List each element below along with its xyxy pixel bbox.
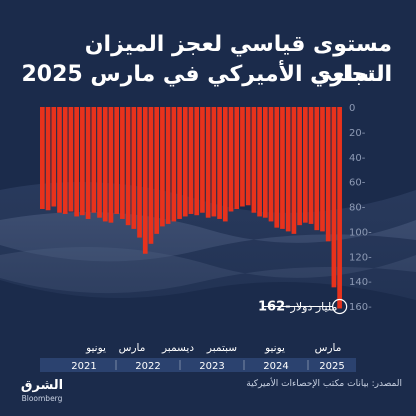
bar: [114, 107, 120, 214]
bar: [171, 107, 177, 222]
bar: [308, 107, 314, 224]
bar: [102, 107, 108, 222]
bar: [291, 107, 297, 234]
bar: [85, 107, 91, 219]
chart-title-line1: مستوى قياسي لعجز الميزان التجاري: [84, 32, 392, 87]
bar: [45, 107, 51, 211]
bar: [257, 107, 262, 217]
logo-arabic: الشرق: [20, 378, 64, 393]
bar: [177, 107, 182, 219]
year-label: 2023: [199, 361, 224, 372]
bar: [251, 107, 257, 213]
bar: [51, 107, 57, 207]
bar: [74, 107, 79, 217]
bar: [285, 107, 291, 232]
bar: [211, 107, 217, 217]
bar: [337, 107, 342, 309]
bar: [160, 107, 165, 227]
month-label: مارس: [119, 342, 146, 354]
source-note: المصدر: بيانات مكتب الإحصاءات الأميركية: [246, 379, 402, 389]
bar: [314, 107, 320, 231]
bar: [97, 107, 102, 218]
year-band: [40, 358, 356, 372]
bar: [68, 107, 74, 212]
month-label: مارس: [315, 342, 342, 354]
bar: [120, 107, 125, 219]
bar: [205, 107, 211, 218]
y-tick-label: 120-: [349, 252, 372, 263]
logo-english: Bloomberg: [21, 394, 63, 403]
bar: [228, 107, 234, 212]
bar: [280, 107, 285, 229]
bar: [320, 107, 325, 232]
y-tick-label: 140-: [349, 277, 372, 288]
bar: [274, 107, 280, 228]
asharq-bloomberg-logo: الشرق Bloomberg: [20, 378, 64, 406]
annotation-unit: مليار دولار: [290, 300, 338, 313]
y-tick-label: 100-: [349, 227, 372, 238]
bar: [108, 107, 114, 223]
bar: [262, 107, 268, 218]
year-label: 2024: [263, 361, 288, 372]
bar: [297, 107, 302, 226]
bar: [268, 107, 274, 222]
bar: [331, 107, 337, 288]
y-tick-label: 40-: [349, 153, 366, 164]
year-label: 2022: [135, 361, 160, 372]
annotation-label: مليار دولار-162: [258, 299, 337, 314]
bar: [125, 107, 131, 226]
bar: [245, 107, 251, 206]
bar: [188, 107, 194, 214]
bar: [131, 107, 137, 229]
month-label: يونيو: [85, 342, 106, 354]
bar: [325, 107, 331, 242]
bar: [57, 107, 62, 213]
bar: [80, 107, 85, 216]
bar: [62, 107, 68, 214]
bar: [142, 107, 148, 254]
bar: [217, 107, 222, 219]
year-label: 2025: [319, 361, 344, 372]
y-tick-label: 0: [349, 103, 355, 114]
bar: [91, 107, 97, 213]
bar: [40, 107, 45, 209]
y-tick-label: 60-: [349, 178, 366, 189]
annotation-value: -162: [258, 299, 291, 314]
bar: [154, 107, 160, 234]
chart-title-line2: السلعي الأميركي في مارس 2025: [21, 62, 392, 87]
year-label: 2021: [71, 361, 96, 372]
month-label: سبتمبر: [206, 342, 237, 354]
y-tick-label: 80-: [349, 203, 366, 214]
bar: [200, 107, 205, 213]
bar: [302, 107, 308, 223]
bar: [165, 107, 171, 224]
bar: [137, 107, 142, 238]
y-tick-label: 160-: [349, 302, 372, 313]
month-label: ديسمبر: [161, 342, 194, 354]
bar: [182, 107, 188, 217]
bar: [222, 107, 228, 222]
bar: [234, 107, 240, 209]
y-tick-label: 20-: [349, 128, 366, 139]
bar: [240, 107, 245, 207]
month-label: يونيو: [264, 342, 285, 354]
bar: [194, 107, 200, 216]
bar: [148, 107, 154, 244]
